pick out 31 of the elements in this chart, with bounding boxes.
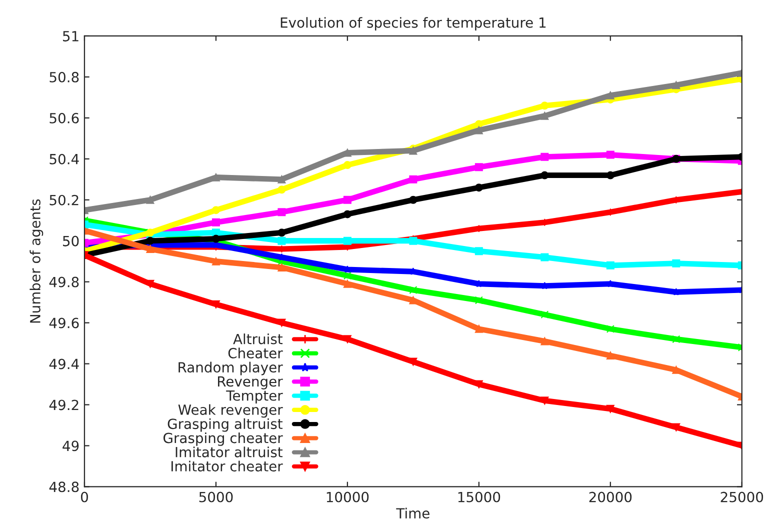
legend-label: Imitator altruist [176,446,283,458]
x-tick-label: 20000 [589,492,632,502]
x-tick-label: 15000 [458,492,500,502]
x-tick-label: 25000 [720,492,764,502]
y-tick-label: 49.6 [49,318,79,328]
y-tick-label: 49.2 [49,400,78,410]
y-tick-label: 50.2 [50,194,78,206]
y-tick-label: 49 [62,440,79,452]
x-tick-label: 10000 [326,492,369,502]
y-tick-label: 48.8 [49,482,79,492]
x-axis-title: Time [396,508,430,519]
legend-label: Cheater [228,348,283,358]
y-tick-label: 49.4 [49,358,79,370]
y-tick-label: 50.6 [50,112,79,124]
legend-label: Revenger [218,376,283,390]
legend-label: Altruist [233,334,283,344]
y-tick-label: 50.4 [50,154,79,164]
y-tick-label: 50 [63,236,79,246]
y-tick-label: 51 [63,31,78,42]
legend-label: Grasping cheater [164,432,283,446]
x-tick-label: 5000 [199,492,233,502]
legend-label: Grasping altruist [168,418,283,432]
legend-label: Tempter [226,390,283,404]
y-tick-label: 50.8 [50,72,79,82]
x-tick-label: 0 [80,492,88,502]
chart-title: Evolution of species for temperature 1 [280,17,546,31]
legend-label: Weak revenger [178,404,283,418]
y-axis-title: Number of agents [30,199,44,323]
y-tick-label: 49.8 [49,276,79,288]
legend-label: Imitator cheater [172,460,283,472]
legend-label: Random player [178,362,283,376]
